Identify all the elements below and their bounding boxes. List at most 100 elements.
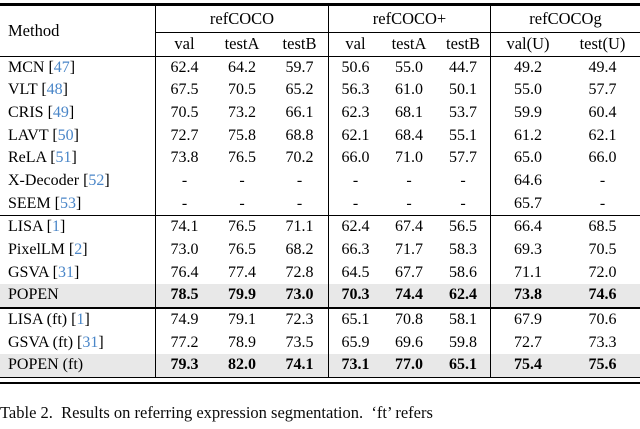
value-cell: 79.1 (228, 311, 256, 329)
method-name: POPEN (ft) (8, 356, 84, 374)
value-cell: 62.4 (155, 56, 213, 80)
value-cell: 44.7 (449, 58, 477, 76)
cite-bracket-close: ] (82, 241, 88, 258)
method-cell: GSVA (ft) [31] (0, 332, 155, 355)
value-cell: 70.3 (328, 284, 382, 308)
table-row: VLT [48] 67.5 70.5 65.2 56.3 61.0 50.1 5… (0, 79, 640, 102)
citation-link[interactable]: 1 (52, 218, 60, 236)
value-cell: 68.2 (285, 241, 314, 258)
table-row: PixelLM [2] 73.0 76.5 68.2 66.3 71.7 58.… (0, 239, 640, 262)
value-cell: 77.4 (228, 263, 256, 281)
value-cell: 59.9 (490, 101, 565, 125)
value-cell: 62.1 (328, 124, 382, 148)
value-cell: 55.1 (449, 126, 477, 144)
citation-link[interactable]: 53 (60, 194, 76, 212)
value-cell: 62.1 (588, 126, 617, 144)
method-name: POPEN (8, 286, 59, 304)
citation-link[interactable]: 1 (76, 311, 85, 329)
value-cell: 65.0 (490, 147, 565, 170)
method-name: LISA (8, 218, 47, 236)
subheader-test-u: test(U) (579, 34, 626, 53)
table-bottom-rule (0, 381, 640, 385)
value-cell: 62.4 (449, 286, 477, 304)
table-section-specialist: MCN [47] 62.4 64.2 59.7 50.6 55.0 44.7 4… (0, 56, 640, 216)
value-cell: 71.7 (395, 241, 423, 258)
value-cell: - (406, 194, 412, 212)
value-cell: 67.9 (490, 309, 565, 332)
table-row-popen: POPEN 78.5 79.9 73.0 70.3 74.4 62.4 73.8… (0, 284, 640, 308)
citation-link[interactable]: 49 (52, 103, 69, 121)
value-cell: 71.1 (490, 261, 565, 285)
citation-link[interactable]: 50 (57, 126, 74, 144)
cite-bracket-close: ] (69, 58, 76, 76)
citation-link[interactable]: 48 (46, 81, 63, 99)
citation-link[interactable]: 31 (57, 263, 74, 281)
value-cell: 70.5 (155, 101, 213, 125)
method-cell: LISA [1] (0, 216, 155, 239)
value-cell: 73.0 (285, 286, 314, 304)
method-cell: CRIS [49] (0, 102, 155, 125)
value-cell: 66.4 (490, 216, 565, 240)
method-cell: ReLA [51] (0, 147, 155, 170)
value-cell: 67.4 (395, 218, 423, 236)
value-cell: 64.5 (328, 261, 382, 285)
value-cell: 68.5 (588, 218, 617, 236)
value-cell: 50.6 (328, 56, 382, 80)
value-cell: 69.3 (490, 239, 565, 262)
citation-link[interactable]: 47 (53, 58, 70, 76)
value-cell: 72.0 (588, 263, 617, 281)
method-cell: LISA (ft) [1] (0, 309, 155, 332)
value-cell: - (239, 194, 245, 212)
value-cell: 59.7 (285, 58, 314, 76)
value-cell: 75.6 (588, 356, 617, 374)
citation-link[interactable]: 51 (55, 149, 72, 167)
value-cell: 66.0 (328, 147, 382, 170)
value-cell: 60.4 (588, 103, 617, 121)
value-cell: 70.5 (228, 81, 256, 99)
table-section-lmm: LISA [1] 74.1 76.5 71.1 62.4 67.4 56.5 6… (0, 215, 640, 308)
value-cell: 64.2 (228, 58, 256, 76)
citation-link[interactable]: 31 (82, 333, 99, 351)
value-cell: 78.5 (155, 284, 213, 308)
value-cell: 64.6 (490, 169, 565, 193)
value-cell: 73.2 (228, 103, 256, 121)
value-cell: 62.3 (328, 101, 382, 125)
value-cell: 66.0 (588, 149, 617, 167)
value-cell: 73.5 (285, 333, 314, 351)
value-cell: 55.0 (490, 79, 565, 102)
value-cell: 58.1 (449, 311, 477, 329)
subheader-testb: testB (282, 34, 317, 53)
cite-bracket-close: ] (76, 194, 82, 212)
method-name: GSVA (8, 263, 53, 281)
cite-bracket-open: [ (54, 194, 60, 212)
cite-bracket-open: [ (71, 311, 77, 329)
value-cell: - (599, 171, 606, 189)
table-row: GSVA (ft) [31] 77.2 78.9 73.5 65.9 69.6 … (0, 331, 640, 355)
value-cell: 68.8 (285, 126, 314, 144)
cite-bracket-close: ] (98, 333, 104, 351)
subheader-val: val (155, 32, 213, 56)
cite-bracket-open: [ (68, 241, 75, 258)
value-cell: 74.1 (155, 216, 213, 240)
cite-bracket-open: [ (52, 263, 58, 281)
method-name: CRIS (8, 103, 48, 121)
value-cell: 65.7 (490, 192, 565, 216)
cite-bracket-close: ] (60, 218, 66, 236)
value-cell: - (460, 194, 466, 212)
method-column-header: Method (8, 20, 60, 40)
cite-bracket-open: [ (41, 81, 47, 99)
method-cell: MCN [47] (0, 57, 155, 80)
table-row: MCN [47] 62.4 64.2 59.7 50.6 55.0 44.7 4… (0, 56, 640, 80)
value-cell: 77.2 (155, 331, 213, 355)
cite-bracket-close: ] (73, 126, 79, 144)
cite-bracket-close: ] (73, 263, 80, 281)
citation-link[interactable]: 2 (74, 241, 83, 258)
value-cell: 57.7 (449, 149, 477, 167)
table-row: ReLA [51] 73.8 76.5 70.2 66.0 71.0 57.7 … (0, 147, 640, 170)
value-cell: 79.9 (228, 286, 256, 304)
citation-link[interactable]: 52 (88, 171, 105, 189)
value-cell: - (239, 171, 245, 189)
subheader-testa: testA (224, 34, 260, 53)
value-cell: 70.2 (285, 149, 314, 167)
